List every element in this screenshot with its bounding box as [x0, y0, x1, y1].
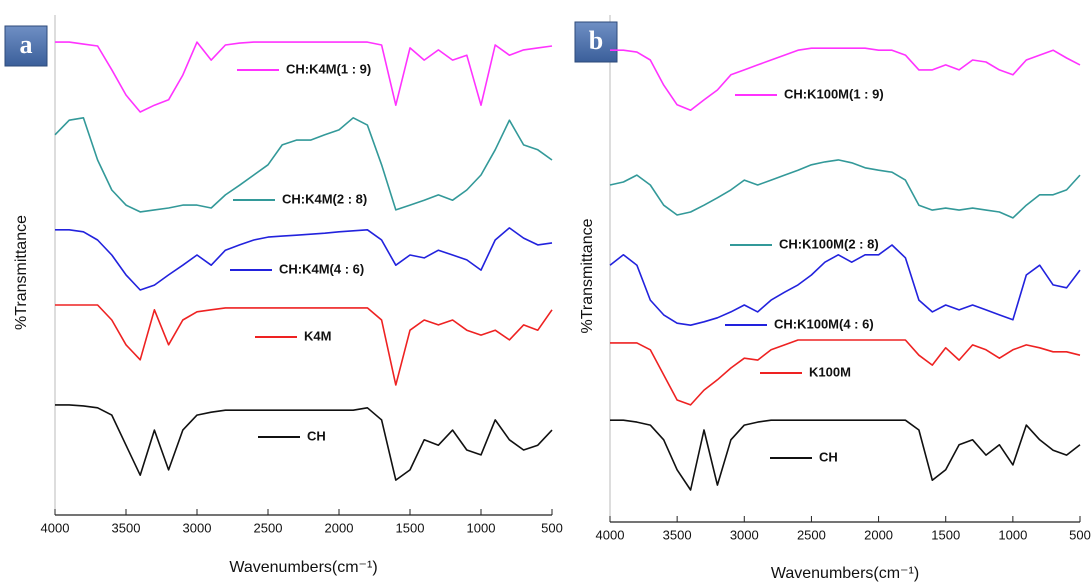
x-tick-label: 3500: [663, 527, 692, 542]
legend-label: CH: [307, 428, 326, 443]
y-axis-label: %Transmittance: [579, 218, 596, 333]
x-tick-label: 500: [1069, 527, 1091, 542]
legend-label: CH:K100M(1 : 9): [784, 86, 884, 101]
legend-label: CH:K4M(1 : 9): [286, 61, 371, 76]
x-tick-label: 500: [541, 520, 563, 535]
x-tick-label: 1500: [396, 520, 425, 535]
spectrum-line: [610, 419, 1081, 491]
spectrum-line: [609, 244, 1081, 327]
legend-label: CH:K4M(2 : 8): [282, 191, 367, 206]
legend-label: CH:K100M(2 : 8): [779, 236, 879, 251]
legend-label: CH:K4M(4 : 6): [279, 261, 364, 276]
spectrum-line: [609, 159, 1081, 219]
panel-label: a: [20, 30, 33, 59]
spectrum-line: [55, 227, 553, 291]
legend-label: CH: [819, 449, 838, 464]
x-tick-label: 1500: [931, 527, 960, 542]
legend-label: CH:K100M(4 : 6): [774, 316, 874, 331]
x-tick-label: 2500: [797, 527, 826, 542]
panel-label: b: [589, 26, 603, 55]
x-tick-label: 2000: [864, 527, 893, 542]
x-tick-label: 2000: [325, 520, 354, 535]
x-tick-label: 2500: [254, 520, 283, 535]
panel-badge: [574, 21, 618, 63]
x-tick-label: 3000: [730, 527, 759, 542]
spectrum-line: [610, 339, 1081, 406]
legend-label: K4M: [304, 328, 331, 343]
spectrum-line: [55, 404, 553, 481]
panel-badge: [4, 25, 48, 67]
x-tick-label: 4000: [41, 520, 70, 535]
y-axis-label: %Transmittance: [13, 215, 30, 330]
x-axis-label: Wavenumbers(cm⁻¹): [229, 559, 377, 576]
x-tick-label: 3000: [183, 520, 212, 535]
spectrum-line: [55, 41, 553, 113]
spectrum-line: [55, 304, 553, 386]
x-tick-label: 1000: [998, 527, 1027, 542]
x-axis-label: Wavenumbers(cm⁻¹): [771, 565, 919, 582]
spectrum-line: [610, 47, 1081, 111]
x-tick-label: 1000: [467, 520, 496, 535]
spectrum-line: [54, 117, 553, 213]
x-tick-label: 4000: [596, 527, 625, 542]
legend-label: K100M: [809, 364, 851, 379]
x-tick-label: 3500: [112, 520, 141, 535]
